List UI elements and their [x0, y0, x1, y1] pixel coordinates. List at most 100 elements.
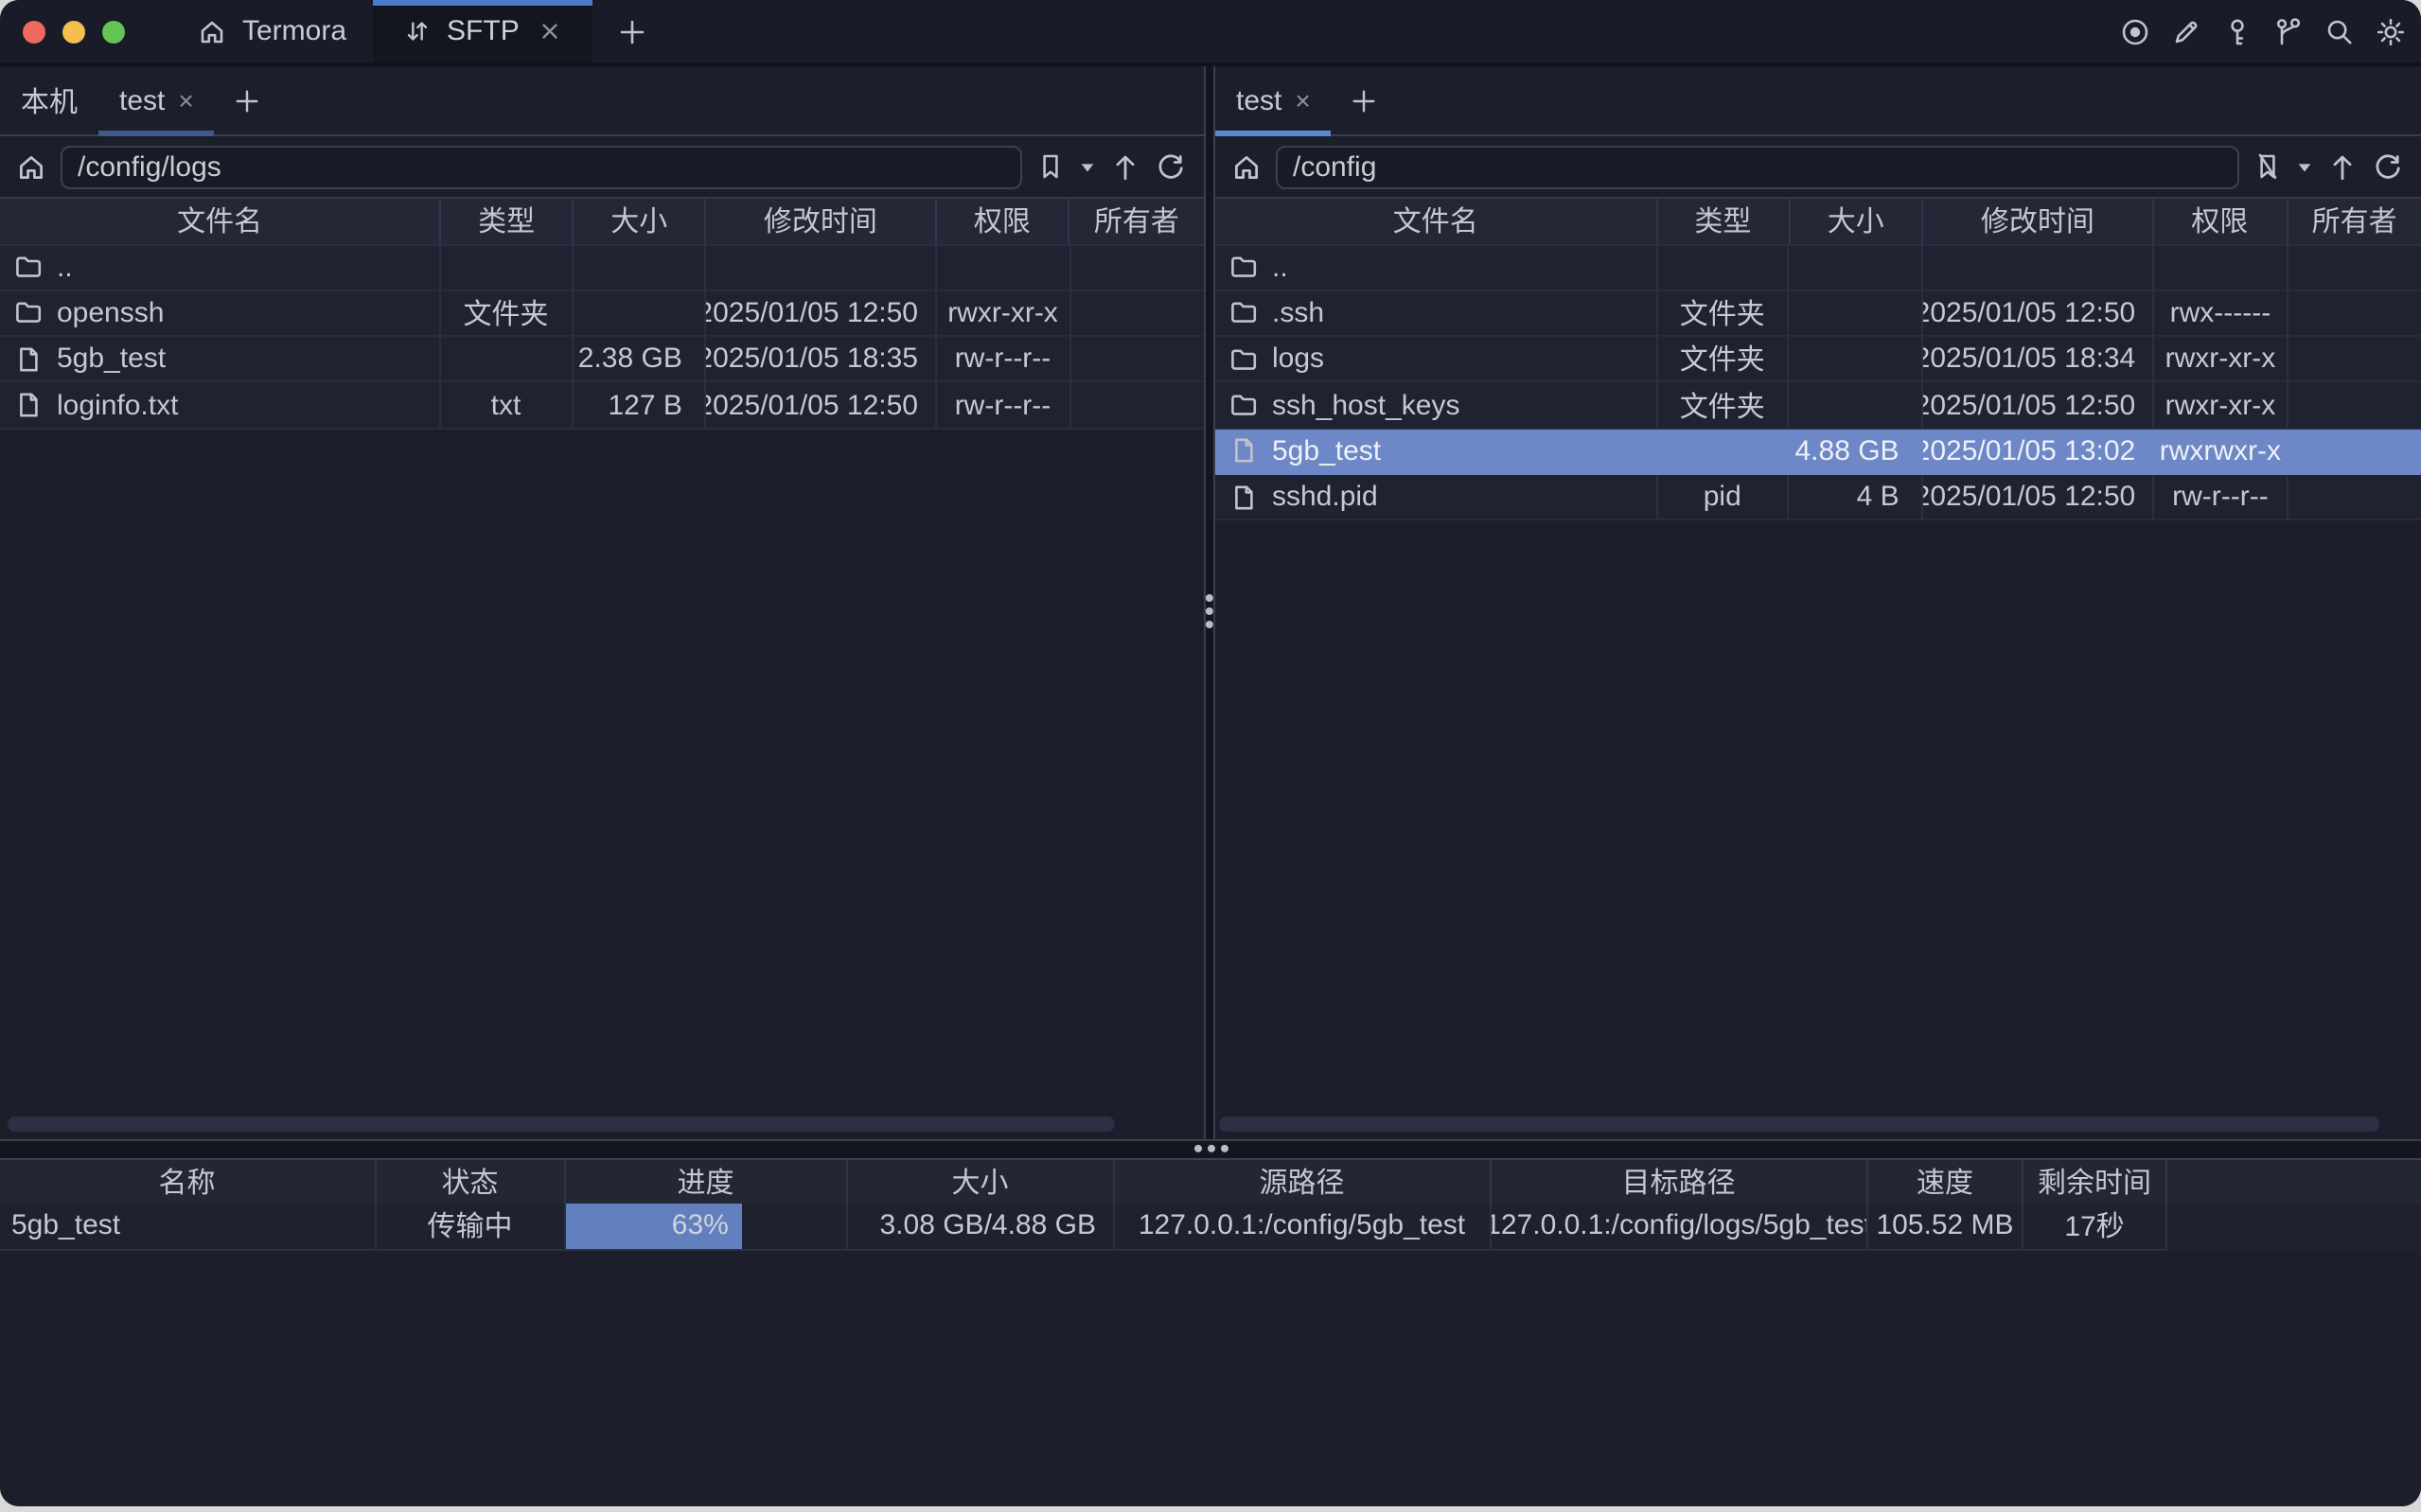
caret-down-icon[interactable] [2296, 158, 2313, 175]
file-owner [1070, 383, 1203, 430]
column-header-progress[interactable]: 进度 [566, 1160, 847, 1203]
record-icon[interactable] [2118, 14, 2152, 48]
file-size [1789, 245, 1924, 291]
file-size: 127 B [573, 382, 707, 430]
file-row[interactable]: loginfo.txt txt 127 B 2025/01/05 12:50 r… [0, 382, 1203, 430]
up-arrow-icon[interactable] [1108, 150, 1140, 183]
bookmark-slash-icon[interactable] [2253, 151, 2283, 182]
column-header-source[interactable]: 源路径 [1115, 1160, 1491, 1203]
file-owner [1070, 291, 1203, 338]
column-header-name[interactable]: 名称 [0, 1160, 376, 1203]
transfer-panel-splitter[interactable] [0, 1138, 2421, 1158]
close-tab-icon[interactable]: × [178, 85, 194, 115]
file-name: .. [57, 251, 73, 284]
column-header-eta[interactable]: 剩余时间 [2023, 1160, 2167, 1203]
traffic-lights [0, 0, 125, 62]
column-header-filename[interactable]: 文件名 [1215, 199, 1658, 245]
column-header-size[interactable]: 大小 [847, 1160, 1115, 1203]
file-type: 文件夹 [1657, 382, 1790, 430]
left-tab-test[interactable]: test × [98, 66, 216, 136]
file-owner [2288, 291, 2421, 338]
file-size [1789, 290, 1924, 338]
right-add-tab-button[interactable] [1332, 66, 1398, 134]
file-row[interactable]: .. [0, 245, 1203, 291]
column-header-type[interactable]: 类型 [441, 199, 574, 245]
column-header-owner[interactable]: 所有者 [1069, 199, 1203, 245]
file-row[interactable]: 5gb_test 4.88 GB 2025/01/05 13:02 rwxrwx… [1215, 429, 2421, 475]
file-mtime: 2025/01/05 12:50 [706, 382, 937, 430]
close-tab-icon[interactable]: × [1295, 85, 1311, 115]
file-row[interactable]: 5gb_test 2.38 GB 2025/01/05 18:35 rw-r--… [0, 337, 1203, 383]
column-header-owner[interactable]: 所有者 [2288, 199, 2421, 245]
column-header-perm[interactable]: 权限 [936, 199, 1070, 245]
right-file-pane: test × [1215, 66, 2421, 1138]
file-type-icon [1228, 482, 1259, 512]
right-horizontal-scrollbar[interactable] [1219, 1116, 2379, 1132]
right-path-input[interactable] [1276, 145, 2239, 188]
column-header-size[interactable]: 大小 [573, 199, 707, 245]
file-row[interactable]: .. [1215, 245, 2421, 291]
column-header-status[interactable]: 状态 [376, 1160, 566, 1203]
key-icon[interactable] [2220, 14, 2254, 48]
transfer-row[interactable]: 5gb_test 传输中 63% 3.08 GB/4.88 GB 127.0.0… [0, 1203, 2421, 1250]
column-header-target[interactable]: 目标路径 [1491, 1160, 1868, 1203]
search-icon[interactable] [2323, 14, 2357, 48]
transfer-eta: 17秒 [2023, 1203, 2167, 1250]
left-tab-local[interactable]: 本机 [0, 66, 98, 134]
file-name: .ssh [1272, 296, 1325, 329]
file-mtime: 2025/01/05 18:35 [706, 337, 937, 383]
file-row[interactable]: openssh 文件夹 2025/01/05 12:50 rwxr-xr-x [0, 290, 1203, 338]
file-size [1789, 382, 1924, 430]
file-row[interactable]: logs 文件夹 2025/01/05 18:34 rwxr-xr-x [1215, 337, 2421, 383]
branch-icon[interactable] [2271, 14, 2306, 48]
refresh-icon[interactable] [2372, 150, 2404, 183]
left-pathbar [0, 136, 1203, 197]
file-type-icon [13, 390, 44, 420]
column-header-type[interactable]: 类型 [1657, 199, 1791, 245]
file-size: 4 B [1789, 474, 1924, 521]
transfer-speed: 105.52 MB [1868, 1203, 2023, 1250]
minimize-window-button[interactable] [62, 20, 85, 43]
file-type-icon [1228, 343, 1259, 374]
close-window-button[interactable] [23, 20, 45, 43]
main-area: 本机 test × [0, 66, 2421, 1506]
left-add-tab-button[interactable] [215, 66, 281, 134]
file-permissions: rwxrwxr-x [2159, 434, 2282, 467]
column-header-mtime[interactable]: 修改时间 [706, 199, 937, 245]
file-row[interactable]: ssh_host_keys 文件夹 2025/01/05 12:50 rwxr-… [1215, 382, 2421, 430]
file-permissions: rwxr-xr-x [2154, 382, 2288, 430]
column-header-perm[interactable]: 权限 [2153, 199, 2288, 245]
file-row[interactable]: .ssh 文件夹 2025/01/05 12:50 rwx------ [1215, 290, 2421, 338]
tab-sftp[interactable]: SFTP [373, 0, 594, 62]
settings-icon[interactable] [2374, 14, 2408, 48]
tab-sftp-label: SFTP [447, 15, 520, 47]
caret-down-icon[interactable] [1078, 158, 1095, 175]
file-name: logs [1272, 343, 1325, 376]
new-tab-button[interactable] [593, 0, 673, 62]
file-size [1789, 337, 1924, 383]
right-table-body: .. [1215, 245, 2421, 521]
file-name: 5gb_test [1272, 434, 1382, 467]
tab-termora[interactable]: Termora [176, 0, 365, 62]
transfer-status: 传输中 [376, 1203, 566, 1250]
home-icon[interactable] [1230, 150, 1263, 183]
right-tab-test-label: test [1236, 84, 1282, 116]
column-header-size[interactable]: 大小 [1790, 199, 1924, 245]
bookmark-icon[interactable] [1034, 151, 1065, 182]
column-header-mtime[interactable]: 修改时间 [1923, 199, 2154, 245]
refresh-icon[interactable] [1154, 150, 1186, 183]
close-tab-icon[interactable] [533, 14, 567, 48]
column-header-speed[interactable]: 速度 [1868, 1160, 2023, 1203]
column-header-filename[interactable]: 文件名 [0, 199, 442, 245]
pane-splitter[interactable] [1203, 66, 1215, 1138]
file-row[interactable]: sshd.pid pid 4 B 2025/01/05 12:50 rw-r--… [1215, 474, 2421, 521]
edit-icon[interactable] [2169, 14, 2203, 48]
home-icon[interactable] [15, 150, 47, 183]
file-mtime: 2025/01/05 18:34 [1923, 337, 2155, 383]
left-path-input[interactable] [61, 145, 1021, 188]
left-table-body: .. [0, 245, 1203, 430]
left-horizontal-scrollbar[interactable] [8, 1116, 1115, 1132]
up-arrow-icon[interactable] [2326, 150, 2359, 183]
zoom-window-button[interactable] [102, 20, 125, 43]
right-tab-test[interactable]: test × [1215, 66, 1333, 136]
